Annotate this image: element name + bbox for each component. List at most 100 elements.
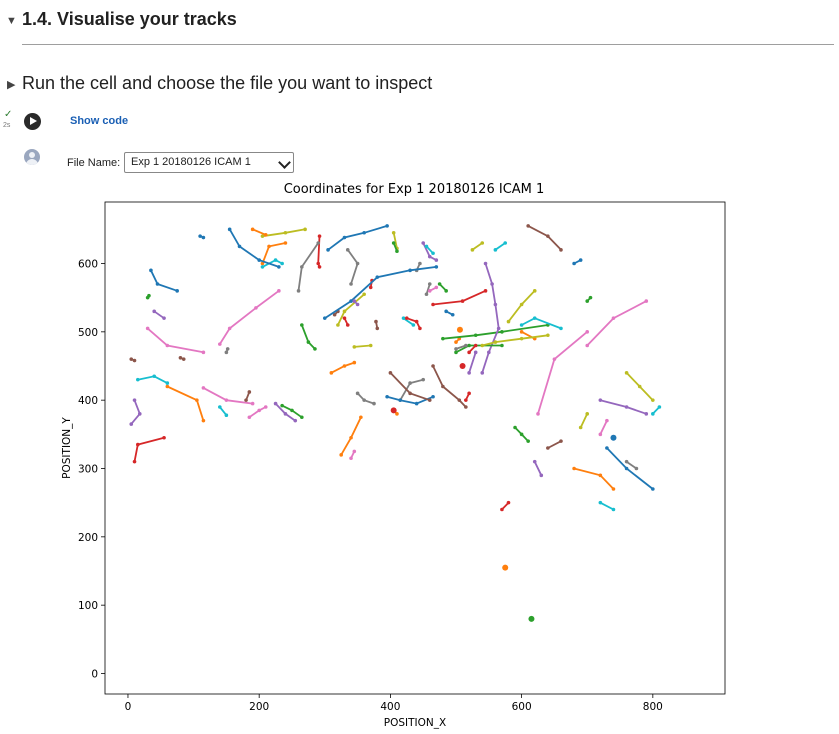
track-point bbox=[401, 316, 406, 320]
track-point bbox=[201, 235, 206, 240]
track-point bbox=[277, 265, 281, 269]
track-point bbox=[532, 316, 537, 320]
file-name-dropdown[interactable]: Exp 1 20180126 ICAM 1 bbox=[124, 152, 294, 173]
track-point bbox=[421, 377, 426, 382]
track-point bbox=[532, 289, 537, 293]
track-22 bbox=[145, 293, 151, 300]
x-tick-label: 200 bbox=[249, 701, 269, 713]
track-line bbox=[300, 324, 316, 350]
track-line bbox=[599, 501, 614, 511]
track-66 bbox=[536, 330, 590, 416]
track-point bbox=[300, 323, 304, 327]
track-75 bbox=[388, 371, 432, 402]
track-line bbox=[219, 290, 280, 345]
track-47 bbox=[424, 282, 432, 297]
track-point bbox=[250, 401, 255, 406]
track-line bbox=[248, 406, 267, 419]
track-point bbox=[362, 292, 366, 297]
track-line bbox=[150, 269, 178, 292]
track-point bbox=[473, 343, 478, 348]
track-point bbox=[585, 412, 590, 416]
track-point bbox=[526, 224, 530, 228]
track-point bbox=[224, 413, 229, 417]
track-point bbox=[273, 401, 278, 406]
track-point bbox=[355, 261, 360, 266]
track-point bbox=[493, 302, 498, 307]
track-point bbox=[181, 357, 186, 361]
track-18 bbox=[336, 292, 366, 327]
collapse-caret-icon[interactable]: ▼ bbox=[6, 15, 17, 27]
track-80 bbox=[605, 446, 655, 491]
track-point bbox=[454, 350, 458, 355]
track-point bbox=[559, 326, 563, 331]
track-line bbox=[402, 317, 414, 326]
track-30 bbox=[326, 224, 389, 252]
section-header[interactable]: ▼ 1.4. Visualise your tracks bbox=[0, 4, 839, 45]
track-point bbox=[322, 316, 327, 320]
track-point bbox=[332, 312, 337, 317]
track-point bbox=[352, 299, 357, 303]
track-point bbox=[398, 398, 403, 402]
track-point bbox=[280, 403, 284, 408]
track-70 bbox=[385, 394, 435, 406]
track-point bbox=[165, 384, 170, 389]
track-point bbox=[546, 234, 550, 238]
track-point bbox=[408, 381, 412, 385]
track-point bbox=[450, 312, 455, 317]
track-32 bbox=[391, 241, 399, 253]
track-point bbox=[483, 289, 488, 293]
track-line bbox=[579, 413, 589, 428]
track-60 bbox=[572, 258, 583, 266]
file-name-selected-value: Exp 1 20180126 ICAM 1 bbox=[131, 156, 251, 168]
subsection-header[interactable]: ▶ Run the cell and choose the file you w… bbox=[0, 70, 839, 100]
track-83 bbox=[500, 500, 511, 512]
track-point bbox=[345, 248, 350, 252]
track-point bbox=[500, 343, 504, 348]
track-line bbox=[481, 334, 549, 347]
track-point bbox=[218, 405, 222, 409]
y-tick-label: 600 bbox=[78, 259, 98, 271]
track-point bbox=[546, 446, 550, 450]
track-point bbox=[349, 435, 353, 440]
track-point bbox=[247, 415, 252, 420]
track-point bbox=[362, 230, 366, 235]
track-point bbox=[152, 309, 157, 314]
track-point bbox=[506, 319, 511, 324]
track-point bbox=[404, 316, 409, 320]
track-19 bbox=[260, 258, 284, 269]
run-cell-button[interactable] bbox=[24, 113, 41, 130]
track-point bbox=[345, 323, 350, 327]
track-point bbox=[519, 330, 524, 334]
x-tick-label: 800 bbox=[643, 701, 663, 713]
track-23 bbox=[342, 316, 350, 327]
track-point bbox=[250, 227, 255, 232]
track-88 bbox=[578, 412, 590, 430]
track-4 bbox=[273, 401, 298, 423]
track-59 bbox=[493, 241, 508, 252]
track-86 bbox=[598, 418, 609, 437]
track-64 bbox=[467, 350, 478, 375]
track-17 bbox=[224, 347, 230, 355]
track-6 bbox=[201, 386, 255, 406]
cell-toolbar: ✓ 2s Show code bbox=[0, 110, 839, 136]
track-line bbox=[432, 365, 467, 408]
track-56 bbox=[427, 285, 439, 293]
track-line bbox=[533, 461, 543, 476]
show-code-link[interactable]: Show code bbox=[70, 115, 129, 127]
track-point bbox=[201, 418, 206, 423]
track-79 bbox=[651, 405, 662, 416]
track-point bbox=[559, 248, 563, 252]
track-point bbox=[385, 394, 389, 399]
track-point bbox=[352, 360, 357, 365]
track-point bbox=[355, 391, 360, 396]
track-41 bbox=[339, 415, 363, 457]
track-point bbox=[470, 248, 475, 252]
track-line bbox=[599, 420, 608, 435]
track-point bbox=[431, 394, 435, 399]
track-point bbox=[313, 347, 317, 351]
track-point bbox=[317, 265, 322, 269]
track-point bbox=[218, 342, 222, 346]
track-point bbox=[487, 350, 491, 355]
expand-caret-icon[interactable]: ▶ bbox=[7, 79, 16, 91]
track-57 bbox=[355, 391, 376, 406]
